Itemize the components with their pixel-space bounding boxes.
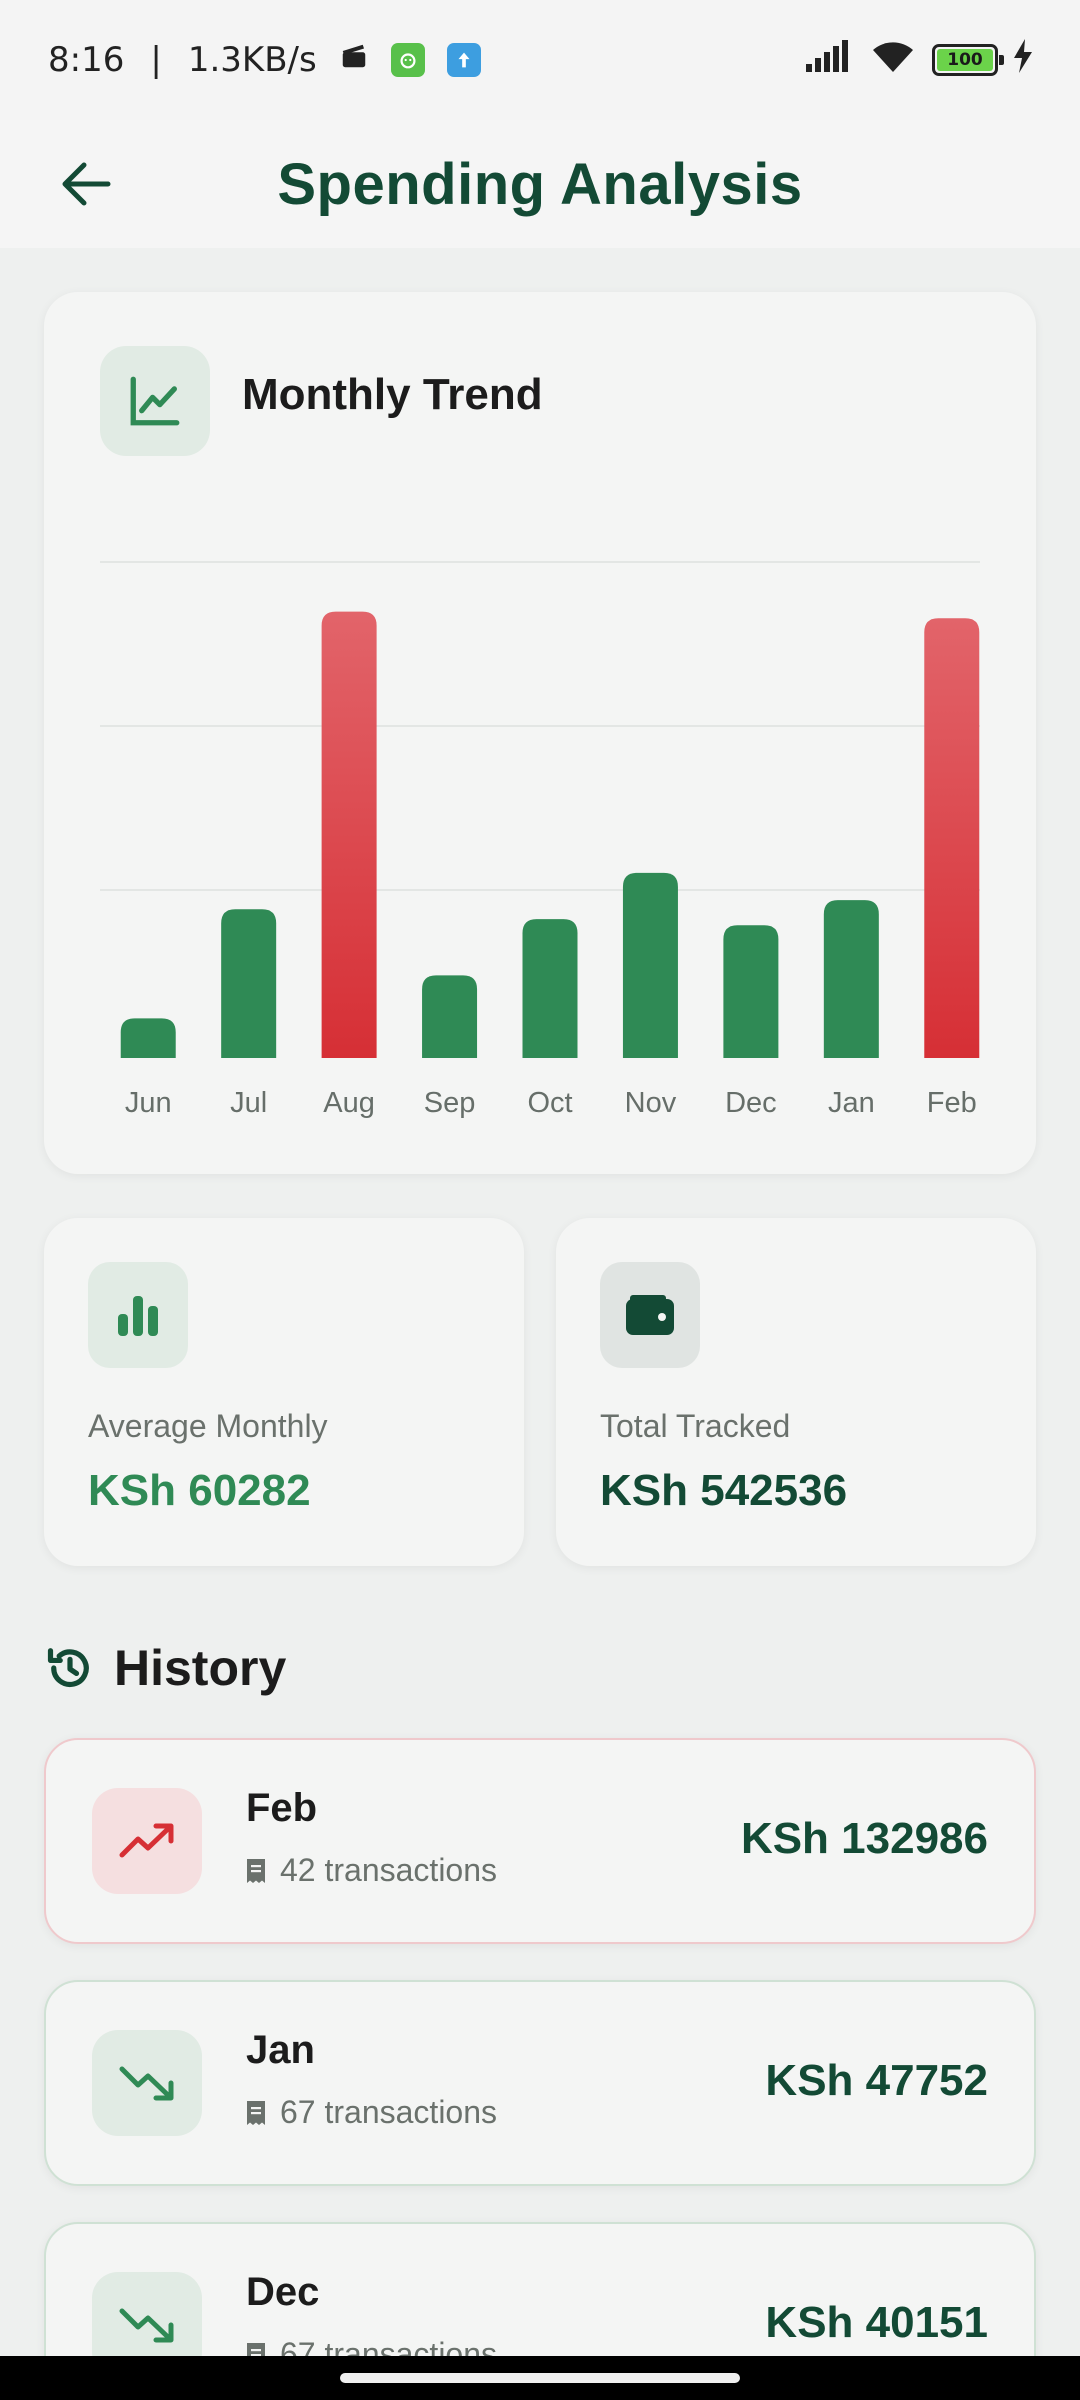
app-header: Spending Analysis bbox=[0, 120, 1080, 248]
average-value: KSh 60282 bbox=[88, 1466, 311, 1515]
back-button[interactable] bbox=[44, 142, 128, 226]
x-label-jan: Jan bbox=[828, 1087, 875, 1119]
battery-level: 100 bbox=[937, 49, 993, 71]
x-label-oct: Oct bbox=[527, 1087, 572, 1119]
bar-aug bbox=[321, 611, 377, 1058]
chart-bars bbox=[120, 611, 980, 1058]
total-label: Total Tracked bbox=[600, 1408, 791, 1444]
clapper-icon bbox=[339, 40, 369, 80]
page-title: Spending Analysis bbox=[277, 151, 803, 217]
trending-down-icon bbox=[119, 2308, 174, 2343]
receipt-icon bbox=[247, 1858, 265, 1883]
x-label-jun: Jun bbox=[125, 1087, 172, 1119]
history-transactions: 42 transactions bbox=[246, 1852, 497, 1889]
trend-icon-tile bbox=[100, 346, 210, 456]
upload-app-icon bbox=[446, 43, 481, 77]
transaction-count: 67 transactions bbox=[280, 2094, 498, 2130]
x-label-jul: Jul bbox=[230, 1087, 267, 1119]
history-month: Feb bbox=[246, 1786, 318, 1830]
bar-feb bbox=[924, 618, 980, 1058]
average-monthly-card: Average Monthly KSh 60282 bbox=[44, 1218, 524, 1566]
bar-jul bbox=[221, 909, 277, 1058]
bar-jan bbox=[823, 900, 879, 1058]
wallet-icon bbox=[626, 1295, 674, 1335]
x-label-dec: Dec bbox=[725, 1087, 777, 1119]
history-item-feb[interactable]: Feb 42 transactions KSh 132986 bbox=[44, 1738, 1036, 1944]
trending-down-icon bbox=[119, 2066, 174, 2101]
trending-up-icon bbox=[119, 1823, 174, 1858]
home-gesture-handle[interactable] bbox=[340, 2373, 740, 2383]
signal-icon bbox=[806, 39, 854, 81]
network-speed: 1.3KB/s bbox=[187, 40, 317, 80]
total-icon-tile bbox=[600, 1262, 700, 1368]
history-month: Jan bbox=[246, 2028, 315, 2072]
total-value: KSh 542536 bbox=[600, 1466, 848, 1515]
x-label-nov: Nov bbox=[625, 1087, 677, 1119]
history-month: Dec bbox=[246, 2270, 320, 2314]
history-transactions: 67 transactions bbox=[246, 2094, 497, 2131]
bar-jun bbox=[120, 1018, 176, 1058]
history-header: History bbox=[44, 1638, 286, 1698]
average-icon-tile bbox=[88, 1262, 188, 1368]
bar-sep bbox=[422, 975, 478, 1058]
trend-up-tile bbox=[92, 1788, 202, 1894]
monthly-trend-chart: Jun Jul Aug Sep Oct Nov Dec Jan Feb bbox=[100, 561, 980, 1119]
chart-grid bbox=[100, 561, 980, 891]
x-label-feb: Feb bbox=[927, 1087, 977, 1119]
arrow-left-icon bbox=[62, 162, 111, 206]
status-separator: | bbox=[150, 40, 162, 80]
charging-icon bbox=[1014, 38, 1032, 82]
average-label: Average Monthly bbox=[88, 1408, 328, 1444]
x-label-aug: Aug bbox=[323, 1087, 375, 1119]
x-label-sep: Sep bbox=[424, 1087, 476, 1119]
transaction-count: 42 transactions bbox=[280, 1852, 498, 1888]
card-title: Monthly Trend bbox=[242, 370, 543, 419]
bar-nov bbox=[622, 872, 678, 1058]
receipt-icon bbox=[247, 2100, 265, 2125]
status-time: 8:16 bbox=[48, 40, 125, 80]
history-title: History bbox=[114, 1640, 287, 1696]
history-amount: KSh 132986 bbox=[740, 1814, 988, 1863]
history-amount: KSh 40151 bbox=[765, 2298, 988, 2347]
trend-down-tile bbox=[92, 2030, 202, 2136]
history-icon bbox=[47, 1648, 89, 1688]
status-bar: 8:16 | 1.3KB/s 100 bbox=[0, 0, 1080, 120]
bar-dec bbox=[723, 925, 779, 1058]
history-amount: KSh 47752 bbox=[765, 2056, 988, 2105]
line-chart-icon bbox=[130, 376, 180, 426]
bar-oct bbox=[522, 919, 578, 1058]
wifi-icon bbox=[870, 38, 916, 83]
chart-x-labels: Jun Jul Aug Sep Oct Nov Dec Jan Feb bbox=[125, 1087, 977, 1119]
monthly-trend-card: Monthly Trend Jun Jul Aug Sep Oct Nov Dec Jan Fe… bbox=[44, 292, 1036, 1174]
total-tracked-card: Total Tracked KSh 542536 bbox=[556, 1218, 1036, 1566]
battery-icon: 100 bbox=[932, 44, 1004, 76]
history-item-jan[interactable]: Jan 67 transactions KSh 47752 bbox=[44, 1980, 1036, 2186]
android-app-icon bbox=[390, 43, 425, 77]
bar-chart-icon bbox=[118, 1296, 158, 1336]
